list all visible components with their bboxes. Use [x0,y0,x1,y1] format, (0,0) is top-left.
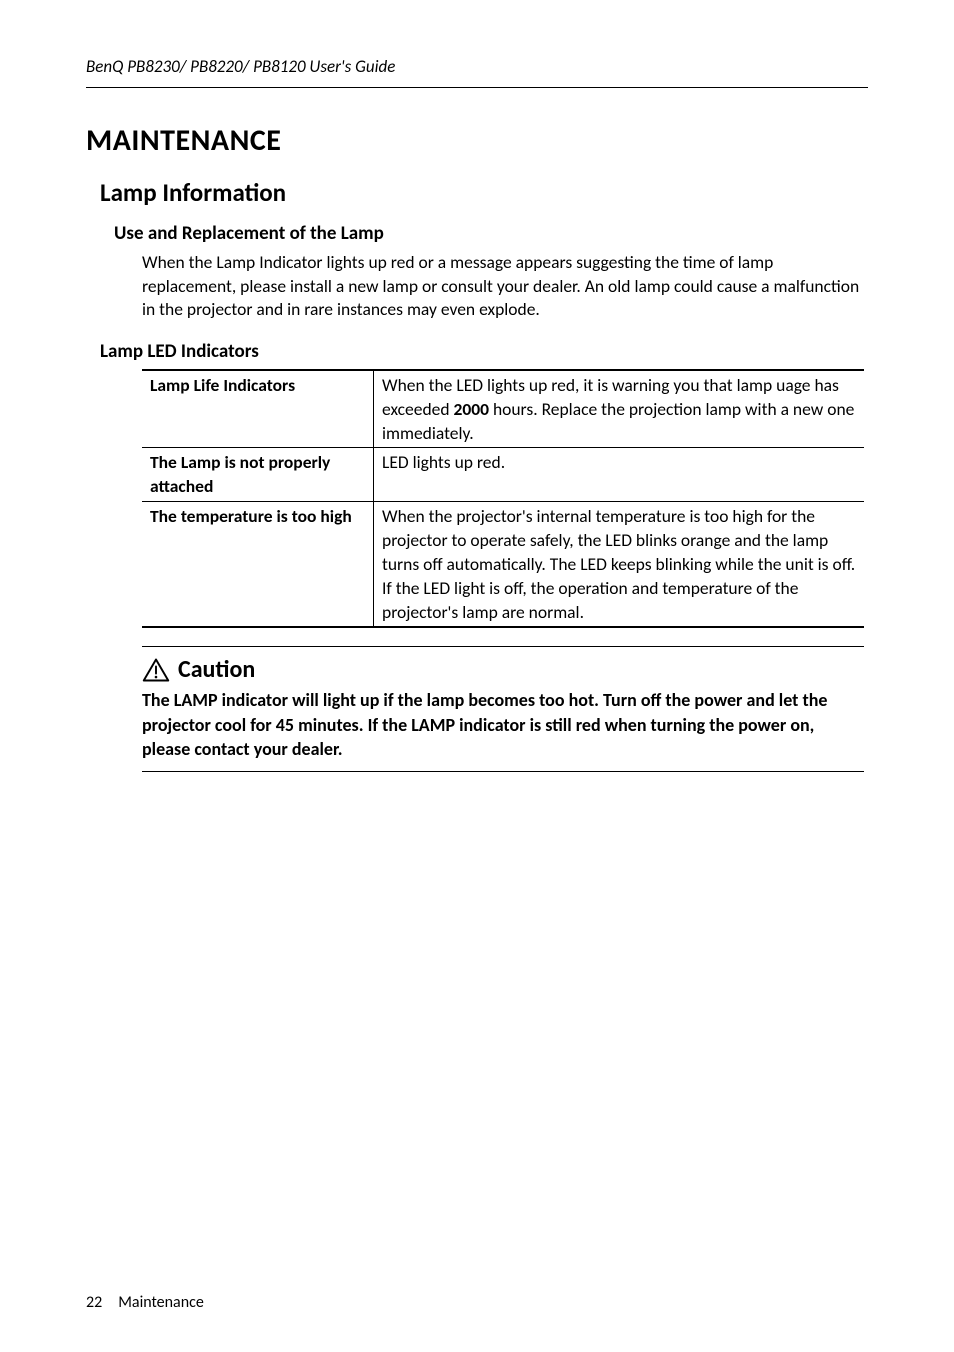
page-title: MAINTENANCE [86,122,868,159]
header-breadcrumb: BenQ PB8230/ PB8220/ PB8120 User's Guide [86,56,868,88]
table-cell-value: When the projector's internal temperatur… [374,501,865,627]
warning-triangle-icon [142,657,170,683]
body-paragraph: When the Lamp Indicator lights up red or… [142,251,868,322]
caution-heading: Caution [142,655,864,684]
table-cell-value: LED lights up red. [374,448,865,501]
page-number: 22 [86,1293,102,1312]
table-cell-value: When the LED lights up red, it is warnin… [374,370,865,448]
caution-text: The LAMP indicator will light up if the … [142,688,864,761]
indicator-table: Lamp Life Indicators When the LED lights… [142,369,864,628]
table-cell-label: The temperature is too high [142,501,374,627]
footer-section-label: Maintenance [118,1293,204,1312]
table-row: The temperature is too high When the pro… [142,501,864,627]
caution-label: Caution [178,655,255,684]
table-cell-label: Lamp Life Indicators [142,370,374,448]
page-footer: 22 Maintenance [86,1293,204,1312]
table-cell-label: The Lamp is not properly attached [142,448,374,501]
table-row: Lamp Life Indicators When the LED lights… [142,370,864,448]
text-span-bold: 2000 [454,398,489,420]
subsection-heading-use-replacement: Use and Replacement of the Lamp [114,222,868,245]
caution-block: Caution The LAMP indicator will light up… [142,646,864,772]
subsection-heading-led-indicators: Lamp LED Indicators [100,340,868,363]
table-row: The Lamp is not properly attached LED li… [142,448,864,501]
section-heading: Lamp Information [100,177,868,208]
